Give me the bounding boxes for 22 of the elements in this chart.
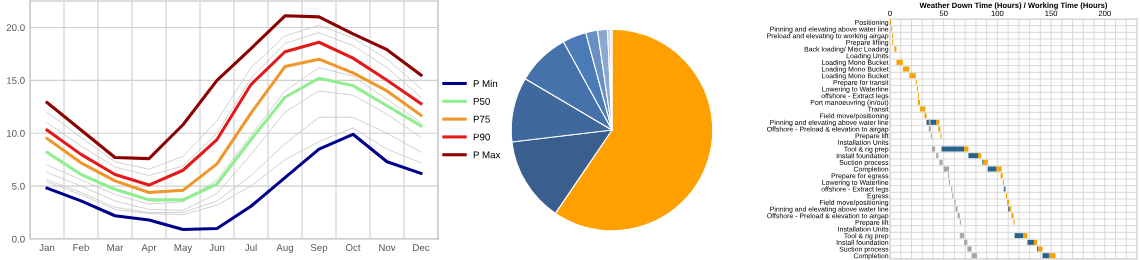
x-tick-label: Feb [73, 243, 89, 251]
legend-label: P75 [473, 115, 490, 123]
x-tick-label: Mar [107, 244, 124, 251]
y-tick-label: 20.0 [6, 24, 25, 32]
x-tick-label: Jun [209, 244, 225, 251]
legend-label: P Min [473, 79, 498, 87]
legend-label: P50 [473, 97, 490, 105]
x-tick-label: Jan [39, 244, 55, 251]
legend-label: P Max [473, 151, 501, 159]
x-tick-label: Oct [345, 244, 361, 251]
x-tick-label: Dec [413, 244, 430, 251]
x-tick-label: May [174, 244, 193, 253]
y-tick-label: 15.0 [6, 77, 25, 84]
x-tick-label: Aug [276, 244, 294, 253]
y-tick-label: 5.0 [12, 182, 25, 190]
x-tick-label: Sep [310, 244, 328, 253]
y-tick-label: 0.0 [12, 235, 25, 243]
x-tick-label: Apr [141, 244, 157, 253]
x-tick-label: Jul [244, 243, 257, 251]
x-tick-label: Nov [379, 244, 396, 251]
y-tick-label: 10.0 [6, 129, 25, 137]
legend-label: P90 [473, 133, 490, 141]
